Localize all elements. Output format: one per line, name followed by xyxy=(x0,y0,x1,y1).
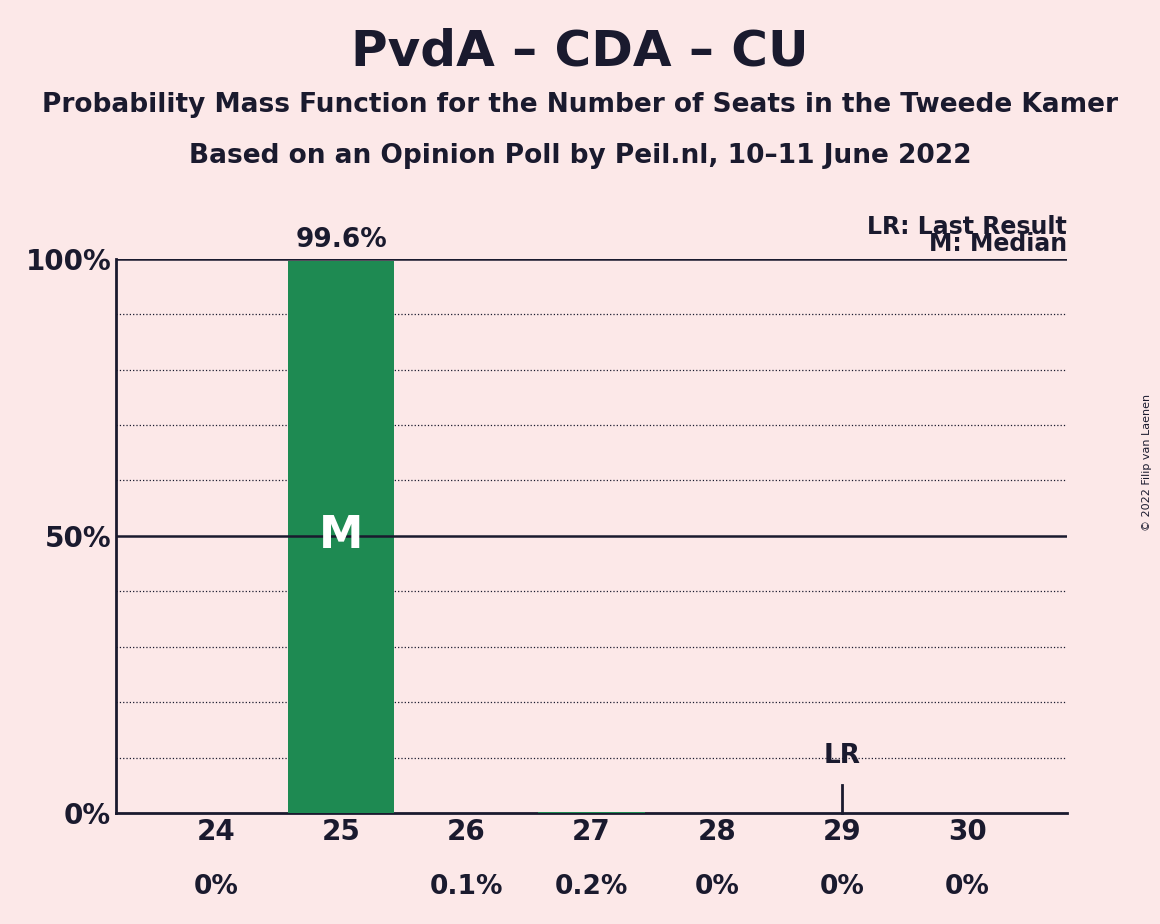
Text: Based on an Opinion Poll by Peil.nl, 10–11 June 2022: Based on an Opinion Poll by Peil.nl, 10–… xyxy=(189,143,971,169)
Text: PvdA – CDA – CU: PvdA – CDA – CU xyxy=(351,28,809,76)
Text: LR: LR xyxy=(824,743,861,769)
Bar xyxy=(538,812,645,813)
Text: LR: Last Result: LR: Last Result xyxy=(868,215,1067,239)
Bar xyxy=(288,261,394,813)
Text: 0.2%: 0.2% xyxy=(554,874,629,900)
Text: 0%: 0% xyxy=(695,874,739,900)
Text: Probability Mass Function for the Number of Seats in the Tweede Kamer: Probability Mass Function for the Number… xyxy=(42,92,1118,118)
Text: M: Median: M: Median xyxy=(929,232,1067,256)
Text: 0%: 0% xyxy=(819,874,864,900)
Text: 0.1%: 0.1% xyxy=(429,874,503,900)
Text: © 2022 Filip van Laenen: © 2022 Filip van Laenen xyxy=(1141,394,1152,530)
Text: 99.6%: 99.6% xyxy=(296,226,387,252)
Text: 0%: 0% xyxy=(194,874,239,900)
Text: 0%: 0% xyxy=(944,874,989,900)
Text: M: M xyxy=(319,515,363,557)
